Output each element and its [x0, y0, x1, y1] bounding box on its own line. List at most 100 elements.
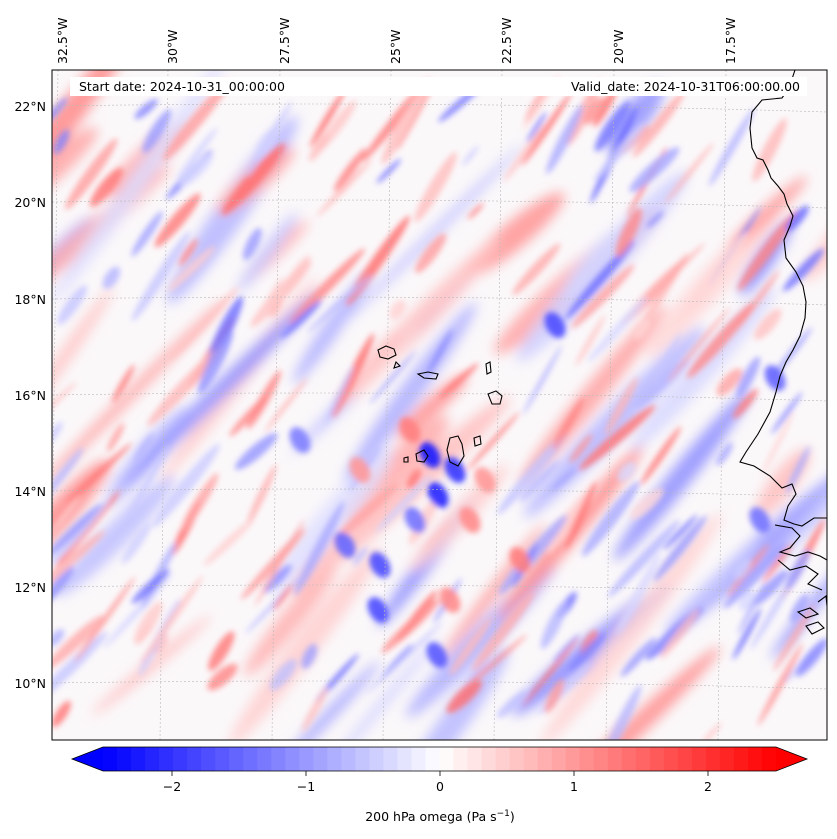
omega-streak — [52, 498, 110, 567]
colorbar-segment — [509, 747, 525, 771]
omega-streak — [52, 447, 84, 505]
omega-streak — [716, 442, 733, 466]
omega-streak — [152, 443, 221, 528]
omega-cell — [764, 365, 786, 391]
date-banner — [70, 77, 807, 96]
omega-streak — [234, 432, 278, 470]
omega-streak — [519, 460, 560, 503]
colorbar-segment — [761, 747, 777, 771]
colorbar-segment — [719, 747, 735, 771]
omega-streak — [526, 111, 547, 143]
parallel-line — [52, 296, 827, 306]
colorbar-segment — [383, 747, 399, 771]
omega-streak — [553, 633, 580, 663]
omega-streak — [667, 307, 731, 382]
omega-streak — [629, 147, 680, 193]
omega-streak — [308, 132, 330, 162]
omega-cell — [349, 457, 371, 483]
omega-streak — [467, 203, 484, 220]
omega-cell — [509, 547, 531, 573]
colorbar-ticks: −2 −1 0 1 2 — [163, 771, 712, 794]
colorbar-segment — [691, 747, 707, 771]
omega-streak — [134, 99, 158, 120]
omega-streak — [246, 370, 282, 430]
omega-streak — [52, 495, 81, 537]
omega-cell — [427, 482, 449, 508]
parallel-line — [52, 488, 827, 498]
lat-label-12N: 12°N — [14, 580, 46, 595]
omega-cell — [426, 642, 448, 668]
omega-cell — [367, 597, 389, 623]
omega-band — [346, 143, 524, 321]
omega-streak — [162, 80, 231, 161]
omega-streak — [106, 423, 125, 452]
omega-streak — [208, 631, 235, 671]
omega-streak — [632, 91, 685, 158]
omega-streak — [753, 569, 789, 606]
colorbar-segment — [635, 747, 651, 771]
omega-band — [52, 299, 225, 500]
omega-streak — [503, 123, 546, 182]
colorbar-segment — [103, 747, 118, 771]
omega-streak — [179, 154, 214, 187]
omega-streak — [653, 515, 707, 582]
omega-streak — [738, 589, 756, 611]
lon-label-17.5W: 17.5°W — [723, 18, 738, 64]
colorbar-segment — [551, 747, 567, 771]
omega-streak — [594, 101, 631, 152]
colorbar-tick-label: −1 — [297, 779, 315, 794]
omega-streak — [332, 333, 375, 418]
omega-fine-cells — [52, 74, 827, 740]
omega-streak — [630, 488, 664, 520]
omega-streak — [240, 528, 306, 600]
omega-streak — [134, 601, 163, 644]
colorbar-segment — [341, 747, 356, 771]
omega-streak — [604, 377, 638, 436]
omega-streak — [471, 591, 534, 672]
omega-streak — [65, 442, 132, 505]
omega-streak — [52, 631, 108, 709]
omega-streak — [154, 193, 201, 248]
colorbar-segment — [215, 747, 230, 771]
lon-label-27.5W: 27.5°W — [277, 18, 292, 64]
island-santo-antao — [377, 345, 397, 360]
omega-band — [727, 176, 808, 251]
island-boa-vista — [487, 390, 503, 405]
omega-streak — [52, 503, 102, 559]
omega-band — [326, 636, 440, 740]
omega-cell — [474, 467, 496, 493]
omega-cell — [444, 457, 466, 483]
omega-streak — [496, 690, 528, 718]
omega-streak — [522, 344, 563, 415]
colorbar-segment — [495, 747, 511, 771]
gridlines — [52, 70, 827, 740]
omega-streak — [737, 581, 766, 635]
colorbar-segment — [747, 747, 763, 771]
colorbar-tick-label: 0 — [436, 779, 444, 794]
omega-streak — [406, 468, 422, 489]
colorbar: −2 −1 0 1 2 200 hPa omega (Pa s−1) — [70, 746, 809, 824]
colorbar-max-extension — [776, 747, 807, 771]
lon-label-30W: 30°W — [165, 29, 180, 64]
parallel-line — [52, 584, 827, 594]
river-estuary-1 — [774, 524, 827, 561]
omega-streak — [733, 557, 752, 581]
omega-streak — [375, 474, 432, 533]
colorbar-segment — [159, 747, 174, 771]
lat-label-20N: 20°N — [14, 195, 46, 210]
colorbar-segment — [677, 747, 693, 771]
omega-streak — [131, 210, 163, 257]
omega-streak — [571, 264, 635, 329]
omega-streak — [52, 381, 78, 426]
omega-streak — [207, 663, 238, 691]
omega-streak — [147, 345, 224, 426]
colorbar-segment — [117, 747, 132, 771]
omega-band — [52, 70, 225, 304]
omega-streak — [512, 243, 561, 296]
omega-streak — [584, 97, 605, 125]
omega-streak — [280, 300, 322, 339]
coastlines — [377, 70, 827, 635]
omega-streak — [686, 302, 755, 379]
parallel-line — [52, 103, 827, 113]
omega-band — [536, 646, 721, 740]
